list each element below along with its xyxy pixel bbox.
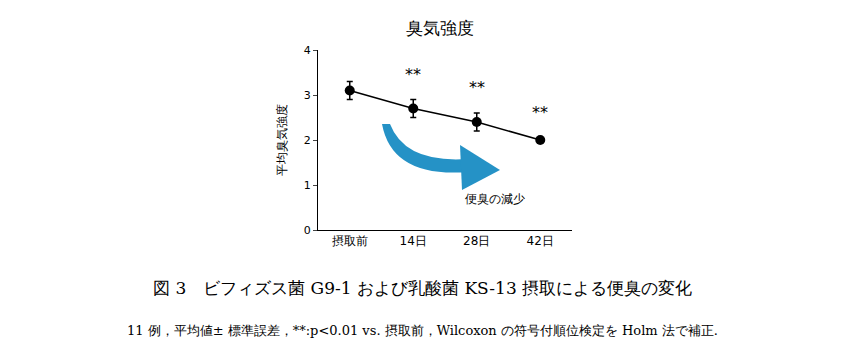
- svg-text:図 3 ビフィズス菌 G9-1 および乳酸菌 KS-13 摂: 図 3 ビフィズス菌 G9-1 および乳酸菌 KS-13 摂取による便臭の変化: [153, 278, 692, 298]
- svg-text:14日: 14日: [400, 234, 427, 248]
- svg-text:臭気強度: 臭気強度: [406, 18, 474, 38]
- svg-text:摂取前: 摂取前: [332, 234, 368, 248]
- svg-text:42日: 42日: [527, 234, 554, 248]
- svg-text:**: **: [532, 103, 548, 122]
- svg-text:28日: 28日: [463, 234, 490, 248]
- svg-text:4: 4: [304, 44, 311, 57]
- svg-text:3: 3: [304, 89, 311, 102]
- svg-text:0: 0: [304, 224, 311, 237]
- svg-text:1: 1: [304, 179, 311, 192]
- svg-text:2: 2: [304, 134, 311, 147]
- svg-text:平均臭気強度: 平均臭気強度: [275, 104, 289, 176]
- svg-text:11 例，平均値± 標準誤差，**:p<0.01 vs. 摂: 11 例，平均値± 標準誤差，**:p<0.01 vs. 摂取前，Wilcoxo…: [127, 323, 718, 338]
- svg-text:**: **: [469, 78, 485, 97]
- svg-text:便臭の減少: 便臭の減少: [465, 192, 525, 206]
- svg-text:**: **: [405, 65, 421, 84]
